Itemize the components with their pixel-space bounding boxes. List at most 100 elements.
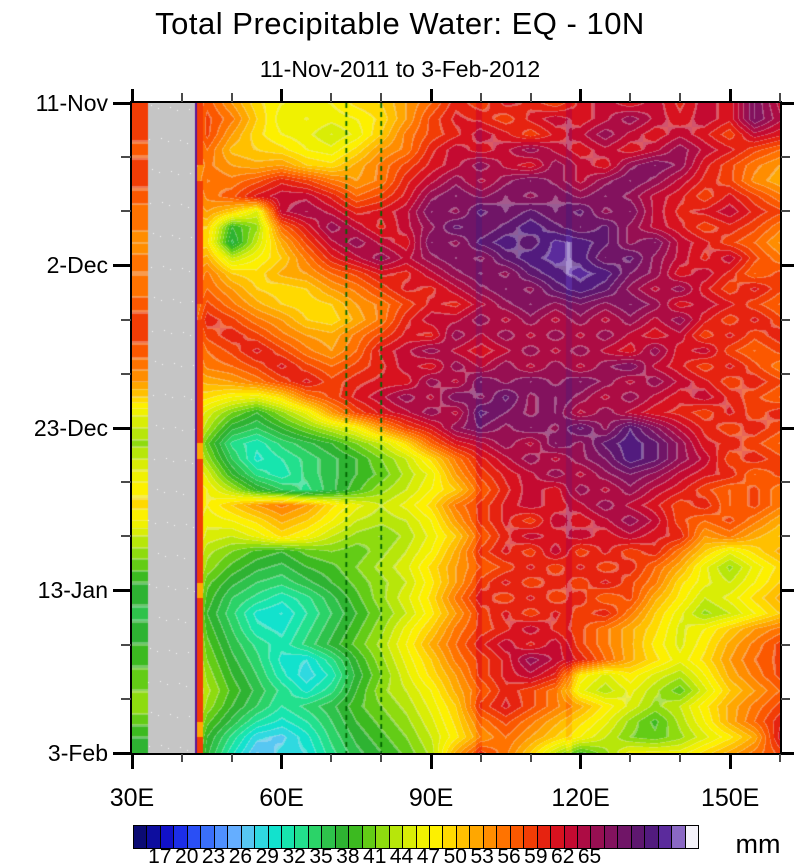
colorbar-cell [268, 826, 282, 848]
x-tick-top [728, 89, 732, 102]
x-tick [180, 754, 183, 762]
colorbar-cell [470, 826, 484, 848]
colorbar-cell [228, 826, 242, 848]
colorbar-cell [147, 826, 161, 848]
colorbar-cell [645, 826, 659, 848]
y-tick [113, 751, 131, 755]
y-tick [113, 589, 131, 592]
colorbar-cell [497, 826, 511, 848]
x-tick [679, 754, 682, 762]
y-tick-right [781, 697, 790, 700]
y-axis-label: 3-Feb [47, 739, 108, 766]
colorbar-cell [685, 826, 699, 848]
colorbar-cell [524, 826, 538, 848]
colorbar-tick-label: 26 [228, 845, 253, 867]
y-axis-label: 2-Dec [46, 252, 108, 278]
y-axis-label: 13-Jan [37, 577, 108, 603]
colorbar-cell [551, 826, 565, 848]
colorbar-cell [174, 826, 188, 848]
colorbar-tick-label: 35 [309, 845, 333, 867]
colorbar-cell [160, 826, 175, 848]
y-axis-label: 11-Nov [35, 89, 108, 116]
y-tick [121, 318, 131, 321]
colorbar-cell [658, 826, 673, 848]
x-tick-top [429, 89, 433, 102]
x-tick [728, 754, 732, 769]
x-tick [579, 754, 583, 769]
colorbar-cell [564, 826, 578, 848]
colorbar [133, 825, 699, 849]
y-tick [121, 210, 131, 213]
y-tick [121, 372, 131, 375]
y-tick-right [781, 426, 794, 430]
colorbar-cell [591, 826, 605, 848]
y-tick-right [781, 156, 790, 159]
colorbar-tick-label: 29 [255, 845, 279, 867]
y-tick-right [781, 535, 790, 538]
colorbar-tick-label: 44 [389, 845, 414, 867]
colorbar-cell [416, 826, 430, 848]
x-tick-top [330, 93, 333, 102]
colorbar-labels: 17 20 23 26 29 32 35 38 41 44 47 50 53 56 59 62 65 [133, 846, 697, 867]
colorbar-tick-label: 47 [416, 845, 441, 867]
colorbar-cell [537, 826, 552, 848]
chart-title: Total Precipitable Water: EQ - 10N [155, 6, 645, 41]
x-tick [230, 754, 233, 762]
y-tick [121, 156, 131, 159]
colorbar-tick-label: 32 [282, 845, 306, 867]
y-tick-right [781, 318, 790, 321]
y-tick [121, 481, 131, 484]
y-tick-right [781, 589, 794, 592]
x-axis-label: 30E [109, 784, 155, 812]
colorbar-tick-label: 65 [577, 845, 602, 867]
colorbar-cell [134, 826, 148, 848]
y-tick-right [781, 264, 794, 267]
y-tick-right [781, 481, 790, 484]
x-tick-top [130, 89, 134, 102]
y-tick [121, 535, 131, 538]
x-tick-top [629, 93, 632, 102]
heatmap-canvas [132, 103, 780, 753]
colorbar-cell [255, 826, 269, 848]
colorbar-cell [483, 826, 498, 848]
x-tick-top [280, 89, 284, 102]
colorbar-cell [376, 826, 390, 848]
chart-subtitle: 11-Nov-2011 to 3-Feb-2012 [259, 56, 541, 82]
colorbar-cell [443, 826, 457, 848]
x-axis-label: 60E [259, 784, 304, 812]
x-tick-top [380, 93, 383, 102]
colorbar-tick-label: 20 [175, 845, 199, 867]
colorbar-cell [308, 826, 323, 848]
colorbar-cell [456, 826, 471, 848]
x-tick [380, 754, 383, 762]
y-tick-right [781, 372, 790, 375]
x-tick-top [579, 89, 583, 102]
x-tick [779, 754, 781, 762]
colorbar-cell [349, 826, 363, 848]
x-tick [130, 754, 134, 769]
colorbar-tick-label: 53 [470, 845, 494, 867]
y-axis-label: 23-Dec [33, 414, 108, 441]
y-tick [121, 697, 131, 700]
colorbar-cell [201, 826, 215, 848]
colorbar-cell [403, 826, 417, 848]
colorbar-cell [335, 826, 350, 848]
y-tick-right [781, 101, 794, 105]
colorbar-tick-label: 38 [336, 845, 360, 867]
x-axis-label: 90E [408, 784, 454, 812]
colorbar-tick-label: 50 [443, 845, 467, 867]
colorbar-cell [362, 826, 377, 848]
x-tick-top [479, 93, 482, 102]
x-tick-top [180, 93, 183, 102]
colorbar-cell [510, 826, 525, 848]
y-tick [121, 643, 131, 646]
colorbar-tick-label: 56 [497, 845, 521, 867]
x-tick [479, 754, 482, 762]
y-tick [113, 264, 131, 267]
colorbar-cell [631, 826, 646, 848]
colorbar-cell [322, 826, 336, 848]
colorbar-cell [672, 826, 686, 848]
x-tick [529, 754, 532, 762]
y-tick-right [781, 751, 794, 755]
